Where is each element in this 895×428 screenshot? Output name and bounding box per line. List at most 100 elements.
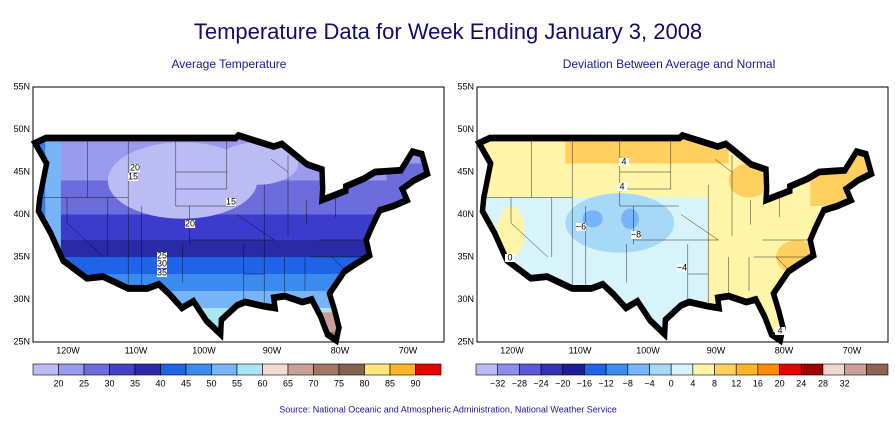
- lat-label: 40N: [13, 209, 30, 219]
- lat-label: 55N: [457, 81, 474, 91]
- contour-label: 4: [777, 325, 782, 335]
- contour-label-bg: [505, 254, 515, 262]
- contour-label: 20: [130, 162, 140, 172]
- lon-label: 100W: [636, 345, 660, 355]
- legend-swatch: [338, 363, 365, 376]
- legend-swatch: [83, 363, 110, 376]
- contour-label: 25: [157, 250, 167, 260]
- legend-swatch: [364, 363, 391, 376]
- legend-swatch: [58, 363, 85, 376]
- legend-swatch: [779, 363, 802, 376]
- contour-label: 0: [507, 252, 512, 262]
- legend-swatch: [32, 363, 59, 376]
- legend-label: 28: [818, 378, 828, 388]
- lat-label: 35N: [457, 251, 474, 261]
- legend-swatch: [844, 363, 867, 376]
- legend-swatch: [287, 363, 314, 376]
- contour-label-bg: [185, 220, 195, 228]
- legend-swatch: [692, 363, 715, 376]
- contour-label: 20: [185, 218, 195, 228]
- legend-label: 0: [669, 378, 674, 388]
- lat-label: 55N: [13, 81, 30, 91]
- contour-label: 15: [128, 171, 138, 181]
- lon-label: 70W: [843, 345, 862, 355]
- lon-label: 80W: [775, 345, 794, 355]
- legend-swatch: [649, 363, 672, 376]
- contour-label-bg: [157, 260, 167, 268]
- legend-swatch: [714, 363, 737, 376]
- legend-swatch: [236, 363, 263, 376]
- lat-label: 35N: [13, 251, 30, 261]
- legend-label: 90: [410, 378, 420, 388]
- panel-subtitle: Average Temperature: [172, 57, 287, 71]
- contour-label-bg: [617, 183, 627, 191]
- legend-label: 24: [796, 378, 806, 388]
- legend-label: −20: [555, 378, 570, 388]
- legend-label: 35: [130, 378, 140, 388]
- legend-label: 45: [181, 378, 191, 388]
- legend-label: 4: [690, 378, 695, 388]
- legend-swatch: [735, 363, 759, 376]
- panel-subtitle: Deviation Between Average and Normal: [563, 57, 776, 71]
- legend-swatch: [109, 363, 136, 376]
- legend-swatch: [670, 363, 694, 376]
- legend-swatch: [519, 363, 542, 376]
- legend-label: −12: [598, 378, 613, 388]
- legend-label: 60: [257, 378, 267, 388]
- legend-swatch: [415, 363, 442, 376]
- contour-label-bg: [226, 198, 236, 206]
- legend-label: −28: [512, 378, 527, 388]
- legend-swatch: [497, 363, 520, 376]
- legend-label: 30: [104, 378, 114, 388]
- lon-label: 110W: [569, 345, 592, 355]
- legend-swatch: [822, 363, 845, 376]
- legend-swatch: [605, 363, 629, 376]
- legend-label: 25: [79, 378, 89, 388]
- lat-label: 50N: [13, 124, 30, 134]
- source: Source: National Oceanic and Atmospheric…: [279, 404, 617, 414]
- title: Temperature Data for Week Ending January…: [194, 19, 702, 44]
- lon-label: 70W: [399, 345, 418, 355]
- legend-swatch: [389, 363, 416, 376]
- contour-label: 4: [619, 181, 624, 191]
- legend-label: 50: [206, 378, 216, 388]
- legend-swatch: [211, 363, 238, 376]
- legend-swatch: [313, 363, 340, 376]
- legend-label: −4: [644, 378, 654, 388]
- legend-swatch: [134, 363, 161, 376]
- contour-label-bg: [619, 158, 629, 166]
- legend-label: 20: [775, 378, 785, 388]
- lat-label: 25N: [13, 336, 30, 346]
- contour-label-bg: [157, 252, 167, 260]
- contour-label-bg: [130, 164, 140, 172]
- legend-label: 16: [753, 378, 763, 388]
- legend-swatch: [475, 363, 498, 376]
- lon-label: 90W: [263, 345, 282, 355]
- contour-label: 30: [157, 258, 167, 268]
- lat-label: 50N: [457, 124, 474, 134]
- contour-label-bg: [157, 269, 167, 277]
- lat-label: 45N: [13, 166, 30, 176]
- legend-swatch: [160, 363, 187, 376]
- lon-label: 120W: [500, 345, 524, 355]
- legend-swatch: [866, 363, 889, 376]
- legend-label: 55: [232, 378, 242, 388]
- contour-label: −6: [576, 221, 586, 231]
- legend-swatch: [562, 363, 585, 376]
- legend-label: 65: [283, 378, 293, 388]
- contour-label: −4: [677, 262, 687, 272]
- legend-label: 32: [840, 378, 850, 388]
- lon-label: 100W: [192, 345, 216, 355]
- lon-label: 90W: [707, 345, 726, 355]
- legend-label: 80: [359, 378, 369, 388]
- legend-label: −16: [577, 378, 592, 388]
- legend-swatch: [757, 363, 780, 376]
- legend-label: −32: [490, 378, 505, 388]
- lon-label: 120W: [56, 345, 80, 355]
- legend-label: 12: [731, 378, 741, 388]
- contour-label: 15: [226, 196, 236, 206]
- lat-label: 25N: [457, 336, 474, 346]
- contour-label-bg: [576, 223, 586, 231]
- contour-label-bg: [128, 173, 138, 181]
